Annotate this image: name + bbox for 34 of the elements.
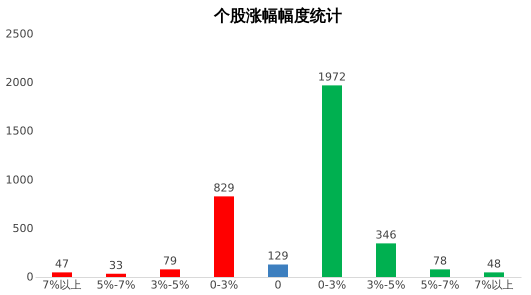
data-label: 47 (55, 257, 69, 270)
x-tick-label: 7%以上 (42, 278, 82, 292)
data-label: 346 (376, 228, 396, 242)
y-tick-label: 2000 (6, 76, 34, 90)
x-tick-label: 5%-7% (96, 278, 136, 292)
data-label: 129 (268, 249, 288, 262)
bar (52, 272, 72, 277)
data-label: 829 (214, 181, 234, 194)
data-label: 79 (163, 254, 177, 268)
x-tick-label: 0 (274, 278, 282, 292)
data-label: 78 (433, 254, 447, 268)
x-tick-label: 3%-5% (150, 278, 190, 292)
bar (214, 196, 234, 277)
data-label: 33 (109, 258, 123, 272)
bar (322, 85, 342, 277)
y-tick-label: 1500 (6, 124, 34, 138)
chart-title: 个股涨幅幅度统计 (213, 6, 342, 25)
x-tick-label: 7%以上 (474, 278, 514, 292)
bar (484, 272, 504, 277)
y-tick-label: 0 (26, 270, 34, 284)
y-tick-label: 1000 (6, 173, 34, 186)
data-label: 48 (487, 257, 501, 270)
y-tick-label: 2500 (6, 28, 34, 40)
data-label: 1972 (318, 70, 346, 84)
bar (106, 274, 126, 277)
bar (160, 269, 180, 277)
x-tick-label: 0-3% (210, 278, 238, 292)
bar (430, 269, 450, 277)
bar (268, 264, 288, 277)
x-tick-label: 5%-7% (420, 278, 460, 292)
x-tick-label: 0-3% (318, 278, 346, 292)
y-tick-label: 500 (12, 222, 34, 235)
x-tick-label: 3%-5% (366, 278, 406, 292)
bar (376, 243, 396, 277)
